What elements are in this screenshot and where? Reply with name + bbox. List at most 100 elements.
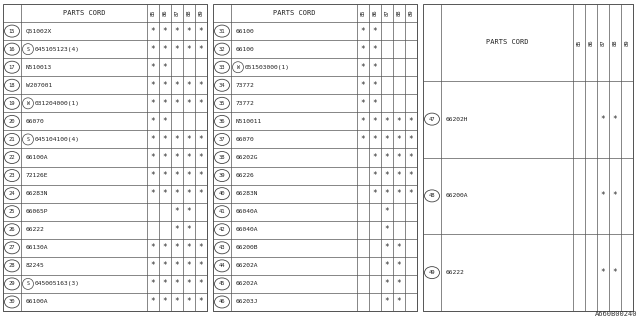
Text: *: * xyxy=(397,117,401,126)
Text: 24: 24 xyxy=(9,191,15,196)
Text: 045005163(3): 045005163(3) xyxy=(35,281,80,286)
Text: 66202G: 66202G xyxy=(236,155,259,160)
Text: 30: 30 xyxy=(9,300,15,304)
Text: 87: 87 xyxy=(175,10,179,16)
Text: *: * xyxy=(372,189,378,198)
Text: *: * xyxy=(163,99,167,108)
Text: 36: 36 xyxy=(219,119,225,124)
Text: 051503000(1): 051503000(1) xyxy=(245,65,290,70)
Text: *: * xyxy=(175,45,179,54)
Text: *: * xyxy=(198,153,204,162)
Text: *: * xyxy=(175,279,179,288)
Text: 89: 89 xyxy=(625,39,630,46)
Text: *: * xyxy=(385,153,389,162)
Text: *: * xyxy=(187,243,191,252)
Text: *: * xyxy=(175,243,179,252)
Text: *: * xyxy=(187,189,191,198)
Text: *: * xyxy=(175,27,179,36)
Text: *: * xyxy=(198,189,204,198)
Text: 16: 16 xyxy=(9,47,15,52)
Text: 44: 44 xyxy=(219,263,225,268)
Text: 66202A: 66202A xyxy=(236,263,259,268)
Text: *: * xyxy=(175,225,179,234)
Text: *: * xyxy=(397,189,401,198)
Bar xyxy=(213,4,417,311)
Bar xyxy=(423,4,633,311)
Text: *: * xyxy=(163,153,167,162)
Text: *: * xyxy=(198,135,204,144)
Text: 72126E: 72126E xyxy=(26,173,49,178)
Text: PARTS CORD: PARTS CORD xyxy=(63,10,105,16)
Text: 66100A: 66100A xyxy=(26,300,49,304)
Text: *: * xyxy=(372,117,378,126)
Bar xyxy=(3,4,207,311)
Text: 045104100(4): 045104100(4) xyxy=(35,137,80,142)
Text: N510013: N510013 xyxy=(26,65,52,70)
Text: 25: 25 xyxy=(9,209,15,214)
Text: *: * xyxy=(187,298,191,307)
Text: 29: 29 xyxy=(9,281,15,286)
Text: *: * xyxy=(385,225,389,234)
Text: *: * xyxy=(601,191,605,200)
Text: *: * xyxy=(198,81,204,90)
Text: *: * xyxy=(175,261,179,270)
Text: 47: 47 xyxy=(429,116,435,122)
Text: *: * xyxy=(198,279,204,288)
Text: 31: 31 xyxy=(219,28,225,34)
Text: *: * xyxy=(150,261,156,270)
Text: *: * xyxy=(372,171,378,180)
Text: Q51002X: Q51002X xyxy=(26,28,52,34)
Text: 35: 35 xyxy=(219,101,225,106)
Text: *: * xyxy=(372,135,378,144)
Text: S: S xyxy=(27,281,29,286)
Text: 66222: 66222 xyxy=(26,227,45,232)
Text: 045105123(4): 045105123(4) xyxy=(35,47,80,52)
Text: 66070: 66070 xyxy=(236,137,255,142)
Text: *: * xyxy=(385,298,389,307)
Text: *: * xyxy=(372,153,378,162)
Text: *: * xyxy=(150,117,156,126)
Text: 88: 88 xyxy=(186,10,191,16)
Text: *: * xyxy=(163,81,167,90)
Text: 88: 88 xyxy=(397,10,401,16)
Text: 66100: 66100 xyxy=(236,28,255,34)
Text: 85: 85 xyxy=(150,10,156,16)
Text: *: * xyxy=(175,99,179,108)
Text: *: * xyxy=(175,153,179,162)
Text: 34: 34 xyxy=(219,83,225,88)
Text: 33: 33 xyxy=(219,65,225,70)
Text: *: * xyxy=(150,279,156,288)
Text: S: S xyxy=(27,137,29,142)
Text: *: * xyxy=(385,243,389,252)
Text: 66200B: 66200B xyxy=(236,245,259,250)
Text: 89: 89 xyxy=(408,10,413,16)
Text: *: * xyxy=(150,81,156,90)
Text: W: W xyxy=(27,101,29,106)
Text: 15: 15 xyxy=(9,28,15,34)
Text: 45: 45 xyxy=(219,281,225,286)
Text: 22: 22 xyxy=(9,155,15,160)
Text: *: * xyxy=(163,117,167,126)
Text: 66202A: 66202A xyxy=(236,281,259,286)
Text: 17: 17 xyxy=(9,65,15,70)
Text: *: * xyxy=(397,261,401,270)
Text: 66283N: 66283N xyxy=(236,191,259,196)
Text: *: * xyxy=(187,207,191,216)
Text: *: * xyxy=(385,171,389,180)
Text: *: * xyxy=(175,207,179,216)
Text: 66203J: 66203J xyxy=(236,300,259,304)
Text: 21: 21 xyxy=(9,137,15,142)
Text: 66283N: 66283N xyxy=(26,191,49,196)
Text: *: * xyxy=(361,135,365,144)
Text: *: * xyxy=(187,171,191,180)
Text: 87: 87 xyxy=(385,10,390,16)
Text: *: * xyxy=(361,81,365,90)
Text: *: * xyxy=(175,135,179,144)
Text: 66100A: 66100A xyxy=(26,155,49,160)
Text: *: * xyxy=(150,63,156,72)
Text: *: * xyxy=(601,268,605,277)
Text: 28: 28 xyxy=(9,263,15,268)
Text: *: * xyxy=(372,99,378,108)
Text: 73772: 73772 xyxy=(236,83,255,88)
Text: *: * xyxy=(601,115,605,124)
